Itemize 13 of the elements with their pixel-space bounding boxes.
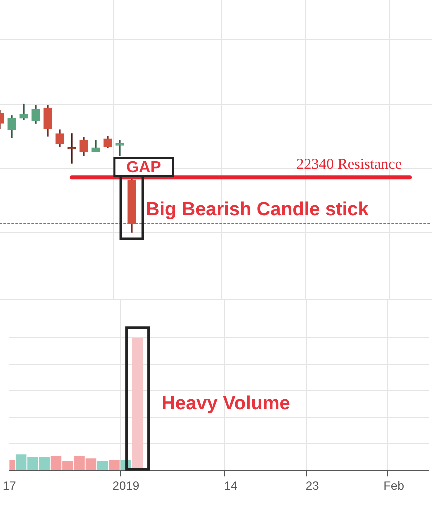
text: Big Bearish Candle stick: [146, 199, 370, 220]
x-tick-label: 17: [2, 479, 17, 494]
x-tick-label: 23: [306, 479, 320, 494]
candlestick: [116, 140, 124, 156]
x-tick-label: 2019: [112, 479, 140, 494]
x-tick-label: 14: [224, 479, 238, 494]
annotation: GAP: [126, 159, 162, 176]
bar: [132, 338, 144, 470]
bar: [98, 461, 108, 470]
ref-line-label: 22340 Resistance: [296, 157, 402, 174]
annotation: Heavy Volume: [162, 393, 290, 414]
x-tick-label: Feb: [384, 479, 405, 494]
bar: [109, 460, 120, 470]
